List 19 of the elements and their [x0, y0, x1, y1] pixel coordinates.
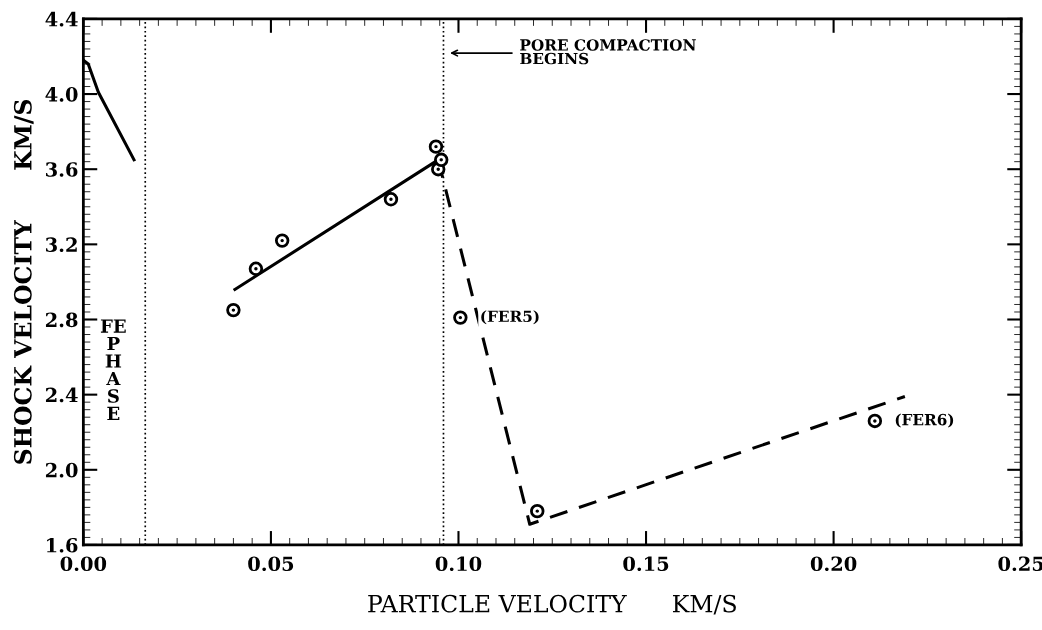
- y-tick-label: 4.0: [45, 87, 78, 102]
- x-tick-label: 0.00: [60, 556, 107, 572]
- y-axis-title: SHOCK VELOCITY KM/S: [13, 99, 34, 464]
- annotation: FE P H A S E: [100, 319, 126, 421]
- x-tick-label: 0.05: [248, 556, 294, 572]
- x-tick-label: 0.10: [435, 556, 482, 572]
- x-axis-title: PARTICLE VELOCITY KM/S: [368, 594, 736, 615]
- y-tick-label: 2.4: [45, 387, 78, 403]
- annotation: (FER5): [481, 310, 539, 325]
- y-tick-label: 3.6: [46, 162, 78, 177]
- annotation: PORE COMPACTION BEGINS: [520, 39, 696, 65]
- x-tick-label: 0.15: [623, 556, 669, 572]
- y-tick-label: 2.0: [45, 462, 78, 478]
- y-tick-label: 4.4: [45, 11, 78, 27]
- annotation: (FER6): [895, 413, 954, 428]
- y-tick-label: 1.6: [47, 537, 78, 553]
- y-tick-label: 3.2: [46, 237, 77, 253]
- y-tick-label: 2.8: [45, 312, 78, 328]
- x-tick-label: 0.20: [810, 556, 857, 572]
